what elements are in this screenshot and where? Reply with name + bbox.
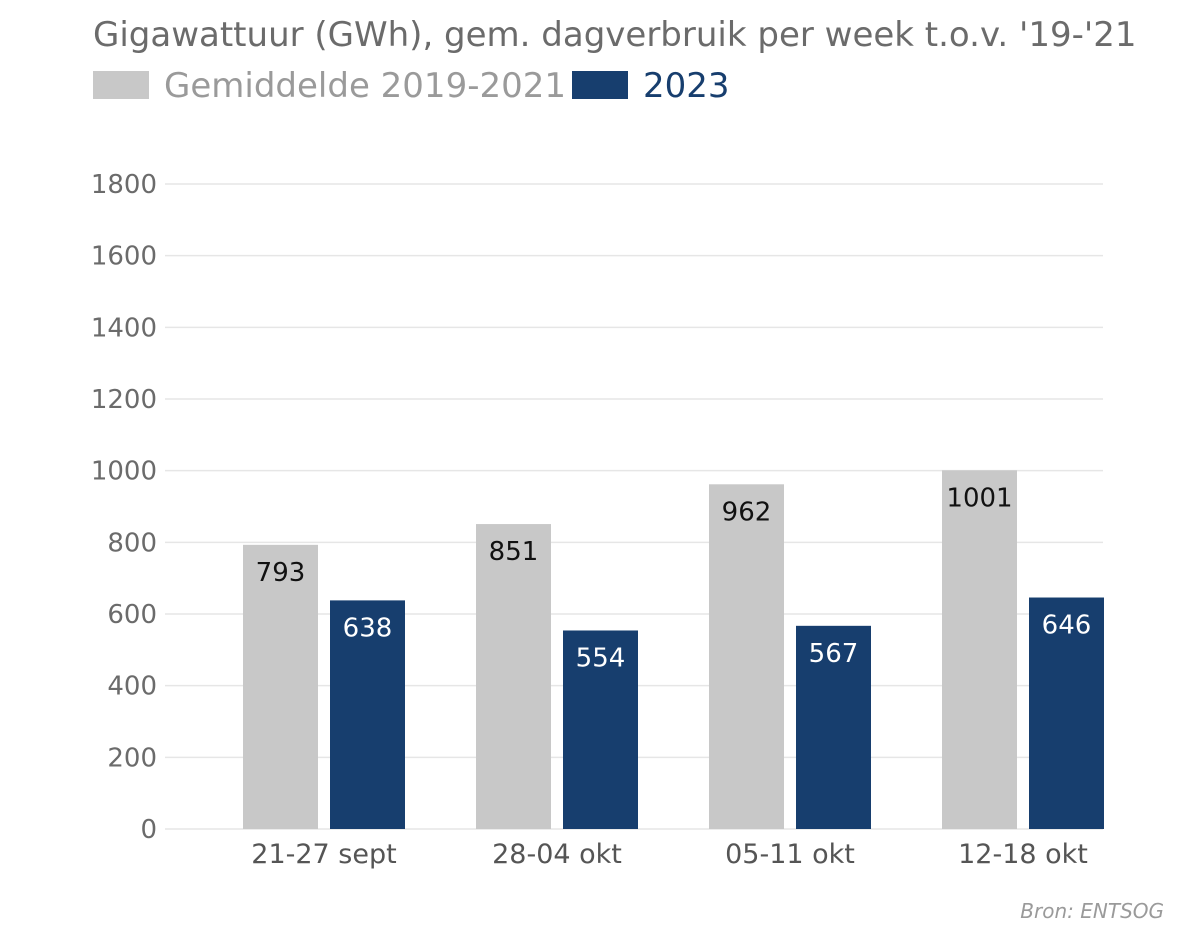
legend-label-average: Gemiddelde 2019-2021: [164, 66, 566, 106]
bar-average-2: [709, 484, 784, 829]
y-tick-label-200: 200: [107, 743, 157, 773]
legend: Gemiddelde 2019-2021 2023: [93, 66, 730, 106]
gridlines: [165, 183, 1103, 830]
bar-value-label-average-0: 793: [256, 558, 306, 588]
y-tick-label-800: 800: [107, 528, 157, 558]
bar-2023-3: [1029, 597, 1104, 829]
bar-average-1: [476, 524, 551, 829]
bar-value-label-2023-1: 554: [576, 643, 626, 673]
y-axis-ticks: 0 200 400 600 800 1000 1200 1400 1600 1800: [91, 170, 157, 845]
y-tick-label-600: 600: [107, 600, 157, 630]
y-tick-label-400: 400: [107, 672, 157, 702]
bar-value-label-average-1: 851: [489, 537, 539, 567]
legend-swatch-average: [93, 71, 149, 99]
legend-swatch-2023: [572, 71, 628, 99]
bar-value-label-average-2: 962: [722, 497, 772, 527]
chart-title: Gigawattuur (GWh), gem. dagverbruik per …: [93, 15, 1137, 55]
bar-value-labels: 793 638 851 554 962 567 1001 646: [256, 483, 1092, 673]
legend-label-2023: 2023: [643, 66, 730, 106]
x-tick-label-2: 05-11 okt: [725, 839, 855, 870]
bars: [243, 470, 1104, 829]
x-axis-ticks: 21-27 sept 28-04 okt 05-11 okt 12-18 okt: [251, 839, 1088, 870]
y-tick-label-1800: 1800: [91, 170, 157, 200]
y-tick-label-1200: 1200: [91, 385, 157, 415]
bar-value-label-2023-3: 646: [1042, 611, 1092, 641]
bar-average-0: [243, 544, 318, 829]
x-tick-label-0: 21-27 sept: [251, 839, 396, 870]
y-tick-label-1600: 1600: [91, 242, 157, 272]
bar-value-label-average-3: 1001: [946, 483, 1012, 513]
y-tick-label-0: 0: [140, 815, 157, 845]
y-tick-label-1000: 1000: [91, 457, 157, 487]
bar-2023-2: [796, 625, 871, 829]
bar-average-3: [942, 470, 1017, 829]
source-note: Bron: ENTSOG: [1020, 899, 1164, 923]
x-tick-label-1: 28-04 okt: [492, 839, 622, 870]
bar-2023-0: [330, 600, 405, 829]
y-tick-label-1400: 1400: [91, 313, 157, 343]
bar-value-label-2023-0: 638: [343, 613, 393, 643]
bar-value-label-2023-2: 567: [809, 639, 859, 669]
bar-2023-1: [563, 630, 638, 829]
x-tick-label-3: 12-18 okt: [958, 839, 1088, 870]
